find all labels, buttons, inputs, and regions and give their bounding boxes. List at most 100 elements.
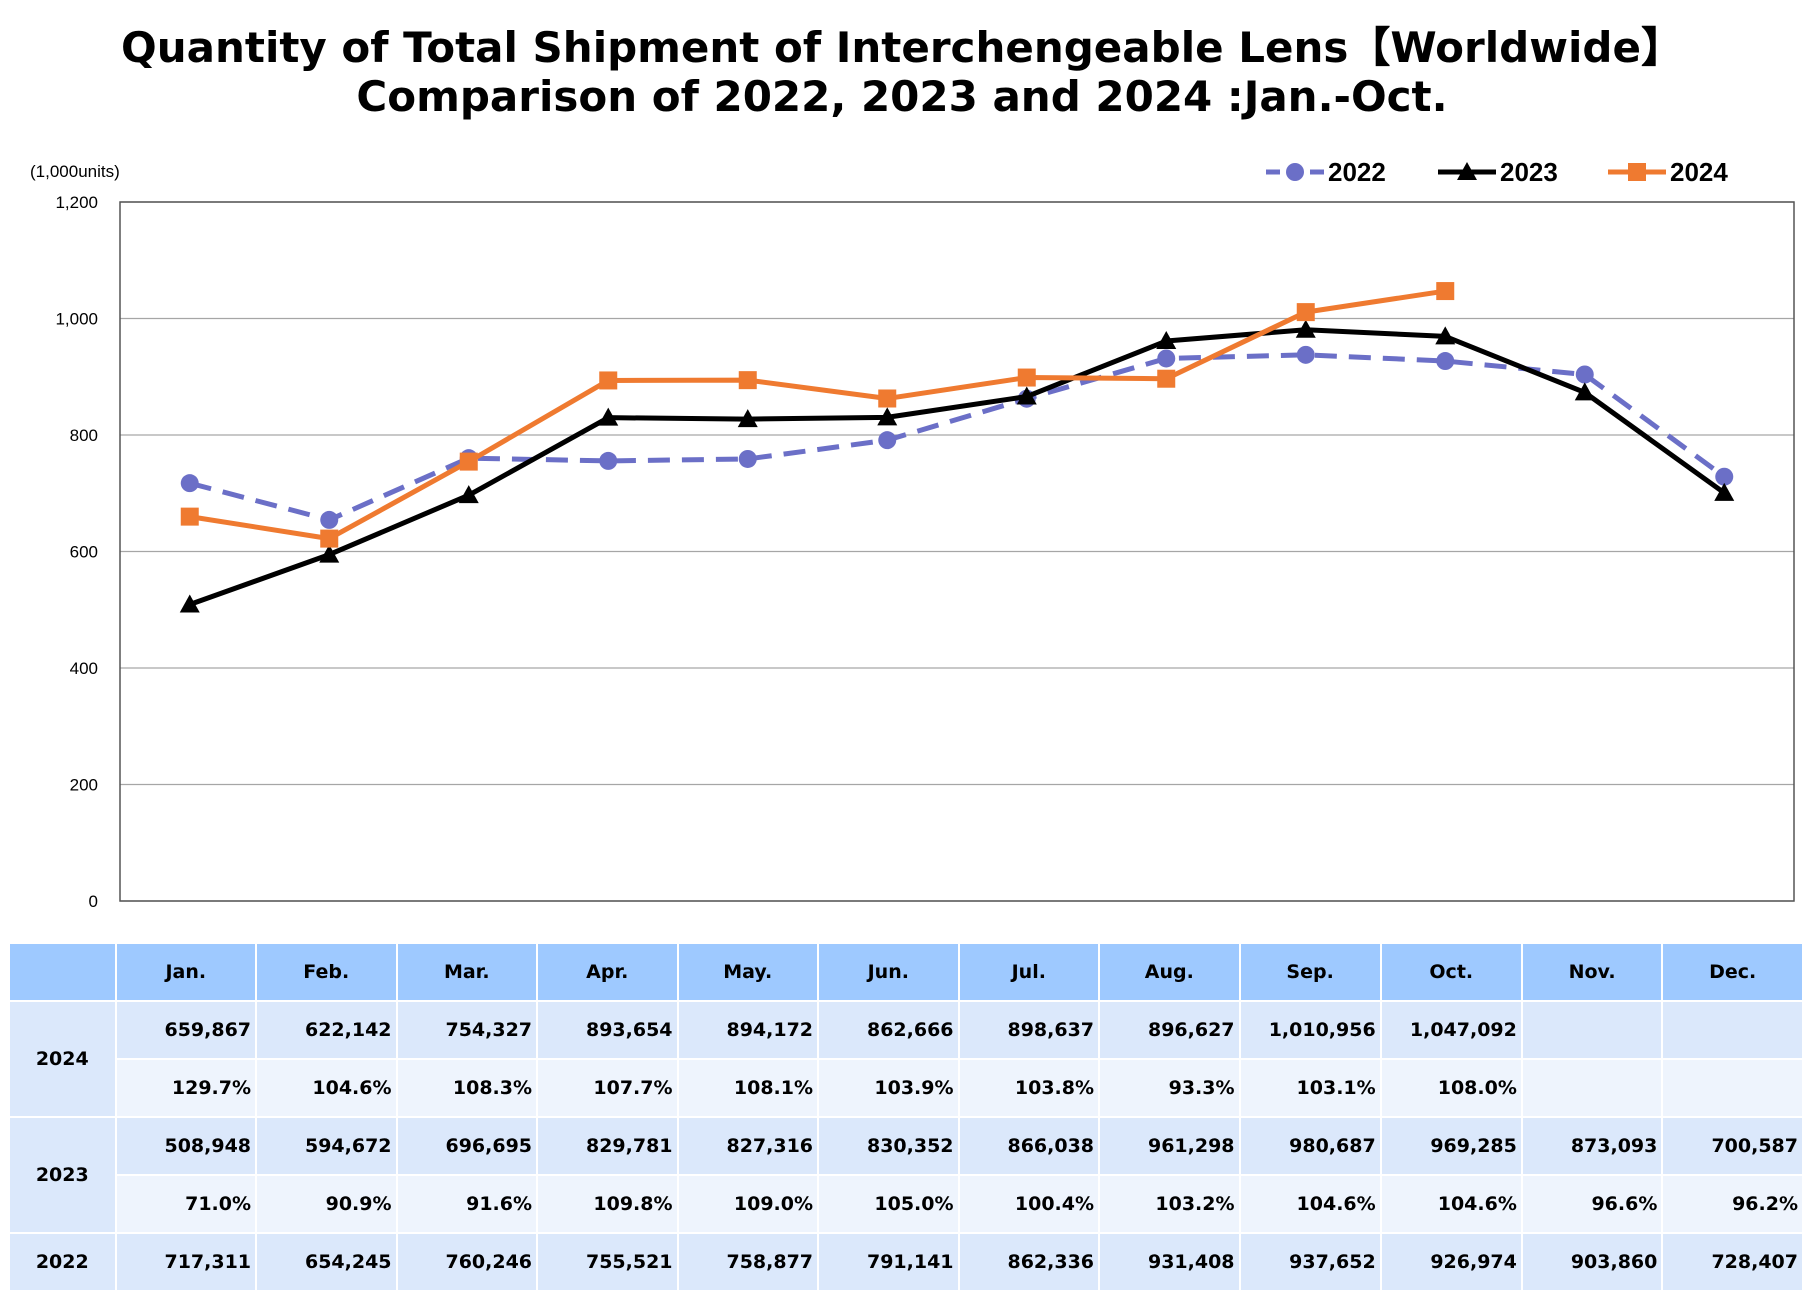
marker-circle <box>1715 467 1734 486</box>
table-cell: 100.4% <box>959 1176 1099 1232</box>
line-chart: 0 200 400 600 800 1,000 1,200 2022 2023 2024 <box>55 157 1795 911</box>
table-corner <box>10 944 115 1000</box>
legend-label-2023: 2023 <box>1500 157 1558 187</box>
marker-triangle <box>319 544 340 563</box>
table-cell: 898,637 <box>959 1002 1099 1058</box>
table-cell: 894,172 <box>678 1002 818 1058</box>
y-tick-label: 400 <box>70 659 98 678</box>
legend-label-2024: 2024 <box>1670 157 1728 187</box>
marker-circle <box>1296 345 1315 364</box>
series-line-2024 <box>189 288 1446 542</box>
table-cell: 103.9% <box>819 1060 958 1116</box>
legend-label-2022: 2022 <box>1328 157 1386 187</box>
table-row: 129.7% 104.6% 108.3% 107.7% 108.1% 103.9% 103.… <box>10 1060 1802 1116</box>
table-cell: 862,666 <box>819 1002 958 1058</box>
table-cell: 866,038 <box>959 1118 1099 1174</box>
y-tick-label: 800 <box>70 426 98 445</box>
table-cell: 96.2% <box>1663 1176 1802 1232</box>
marker-square <box>1296 303 1315 322</box>
marker-circle <box>878 431 897 450</box>
row-year-label: 2024 <box>10 1002 115 1116</box>
column-header: Jun. <box>819 944 958 1000</box>
column-header: Apr. <box>538 944 677 1000</box>
table-cell: 760,246 <box>397 1234 537 1290</box>
marker-square <box>738 371 757 390</box>
table-cell: 622,142 <box>257 1002 396 1058</box>
table-cell: 129.7% <box>116 1060 256 1116</box>
table-cell: 104.6% <box>257 1060 396 1116</box>
y-tick-label: 0 <box>89 892 98 911</box>
marker-circle <box>320 510 339 529</box>
marker-triangle <box>877 407 898 426</box>
marker-triangle <box>1457 162 1477 180</box>
marker-triangle <box>1016 386 1037 405</box>
table-cell: 926,974 <box>1381 1234 1521 1290</box>
table-cell: 893,654 <box>538 1002 677 1058</box>
marker-square <box>320 529 339 548</box>
marker-circle <box>1575 365 1594 384</box>
table-cell: 717,311 <box>116 1234 256 1290</box>
marker-square <box>878 389 897 408</box>
table-cell <box>1663 1060 1802 1116</box>
table-header-row: Jan. Feb. Mar. Apr. May. Jun. Jul. Aug. Sep. Oct.… <box>10 944 1802 1000</box>
table-row: 2024 659,867 622,142 754,327 893,654 894,172 8… <box>10 1002 1802 1116</box>
marker-square <box>1436 282 1455 301</box>
table-cell: 931,408 <box>1100 1234 1239 1290</box>
table-cell: 103.1% <box>1240 1060 1380 1116</box>
table-cell: 594,672 <box>257 1118 396 1174</box>
table-cell: 755,521 <box>538 1234 677 1290</box>
table-cell: 104.6% <box>1240 1176 1380 1232</box>
table-cell: 108.1% <box>678 1060 818 1116</box>
table-cell: 108.0% <box>1381 1060 1521 1116</box>
table-cell: 830,352 <box>819 1118 958 1174</box>
data-table: Jan. Feb. Mar. Apr. May. Jun. Jul. Aug. Sep. Oct.… <box>8 942 1804 1292</box>
y-tick-label: 1,000 <box>55 310 98 329</box>
marker-circle <box>738 449 757 468</box>
table-cell: 696,695 <box>397 1118 537 1174</box>
y-tick-label: 200 <box>70 776 98 795</box>
table-cell: 862,336 <box>959 1234 1099 1290</box>
table-cell: 107.7% <box>538 1060 677 1116</box>
table-cell: 109.0% <box>678 1176 818 1232</box>
table-cell: 91.6% <box>397 1176 537 1232</box>
column-header: Sep. <box>1240 944 1380 1000</box>
column-header: Jan. <box>116 944 256 1000</box>
table-cell: 873,093 <box>1522 1118 1662 1174</box>
table-cell: 829,781 <box>538 1118 677 1174</box>
y-tick-label: 600 <box>70 543 98 562</box>
table-row: 71.0% 90.9% 91.6% 109.8% 109.0% 105.0% 100.4% 1… <box>10 1176 1802 1232</box>
chart-subtitle: Comparison of 2022, 2023 and 2024 :Jan.-… <box>356 72 1448 121</box>
marker-circle <box>599 451 618 470</box>
table-cell <box>1522 1060 1662 1116</box>
marker-square <box>1157 369 1176 388</box>
table-cell: 969,285 <box>1381 1118 1521 1174</box>
table-cell: 1,010,956 <box>1240 1002 1380 1058</box>
marker-circle <box>1157 349 1176 368</box>
table-cell: 728,407 <box>1663 1234 1802 1290</box>
column-header: Dec. <box>1663 944 1802 1000</box>
marker-triangle <box>1435 326 1456 345</box>
chart-title: Quantity of Total Shipment of Intercheng… <box>121 23 1683 72</box>
table-cell: 105.0% <box>819 1176 958 1232</box>
table-cell: 758,877 <box>678 1234 818 1290</box>
column-header: Feb. <box>257 944 396 1000</box>
table-cell: 961,298 <box>1100 1118 1239 1174</box>
series-line-2023 <box>188 327 1726 607</box>
column-header: Jul. <box>959 944 1099 1000</box>
marker-square <box>1017 368 1036 387</box>
table-cell: 90.9% <box>257 1176 396 1232</box>
table-cell: 508,948 <box>116 1118 256 1174</box>
column-header: Mar. <box>397 944 537 1000</box>
marker-square <box>180 507 199 526</box>
table-cell: 896,627 <box>1100 1002 1239 1058</box>
marker-triangle <box>1156 331 1177 350</box>
plot-area <box>119 201 1795 902</box>
table-cell: 71.0% <box>116 1176 256 1232</box>
row-year-label: 2022 <box>10 1234 115 1290</box>
table-cell: 937,652 <box>1240 1234 1380 1290</box>
marker-square <box>1628 163 1646 181</box>
table-cell: 103.2% <box>1100 1176 1239 1232</box>
table-cell: 654,245 <box>257 1234 396 1290</box>
column-header: Aug. <box>1100 944 1239 1000</box>
table-cell: 96.6% <box>1522 1176 1662 1232</box>
